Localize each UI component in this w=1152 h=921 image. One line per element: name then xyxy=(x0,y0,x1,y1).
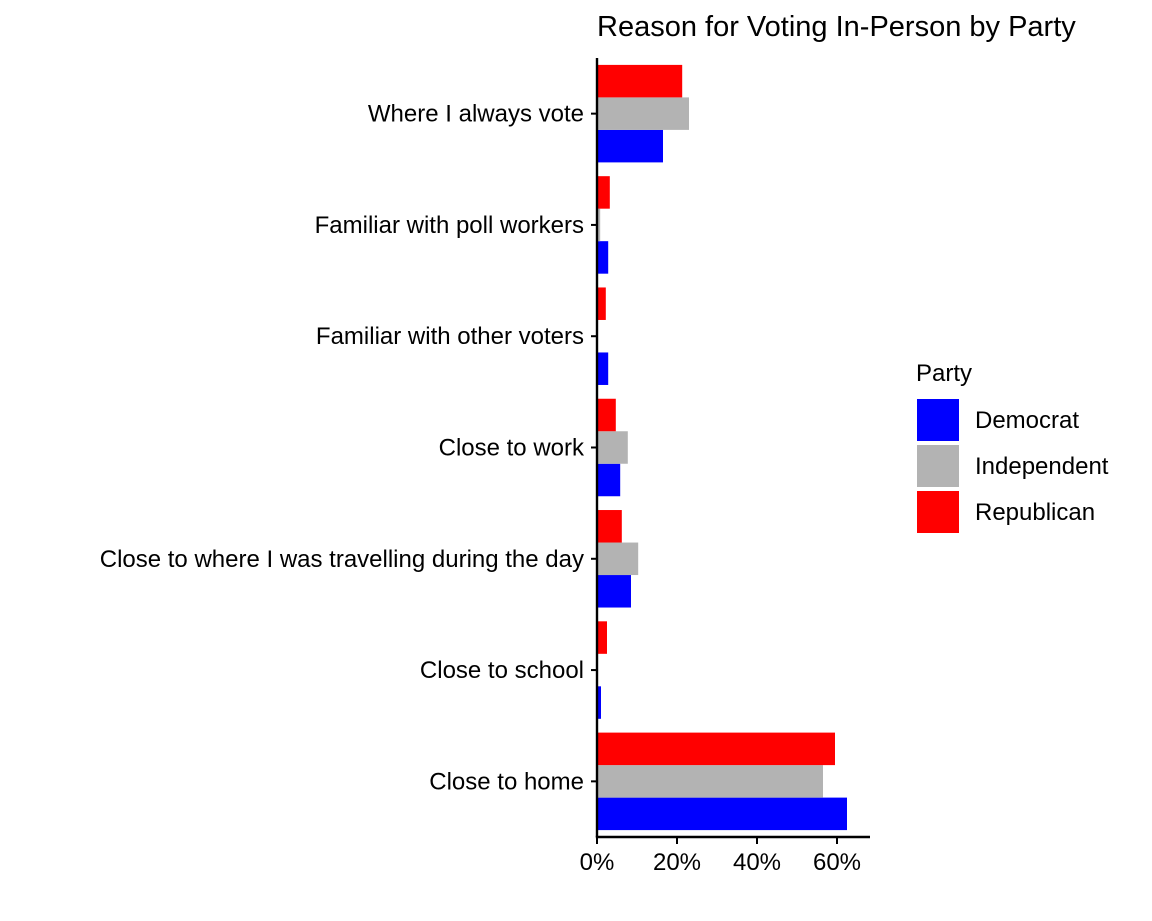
category-label: Where I always vote xyxy=(368,101,584,128)
bar-independent-3 xyxy=(597,431,628,464)
bar-independent-2 xyxy=(597,542,639,576)
bar-democrat-4 xyxy=(597,352,609,385)
bar-republican-5 xyxy=(597,176,610,209)
bar-independent-6 xyxy=(597,97,689,130)
legend: Party Democrat Independent Republican xyxy=(916,360,1109,533)
bar-democrat-1 xyxy=(597,686,601,719)
bar-democrat-5 xyxy=(597,241,609,274)
bar-democrat-3 xyxy=(597,463,621,497)
x-tick-label: 0% xyxy=(580,849,615,876)
bar-republican-6 xyxy=(597,64,683,98)
axes-layer xyxy=(595,58,870,839)
bar-independent-0 xyxy=(597,765,823,798)
x-tick-label: 60% xyxy=(813,849,861,876)
bar-republican-1 xyxy=(597,621,607,654)
legend-label-democrat: Democrat xyxy=(975,407,1079,434)
x-tick-label: 40% xyxy=(733,849,781,876)
legend-swatch-democrat xyxy=(917,399,959,441)
legend-label-independent: Independent xyxy=(975,453,1109,480)
bar-republican-4 xyxy=(597,287,606,320)
legend-title: Party xyxy=(916,360,972,387)
legend-label-republican: Republican xyxy=(975,499,1095,526)
chart-title: Reason for Voting In-Person by Party xyxy=(597,11,1076,43)
category-labels: Close to home Close to school Close to whe… xyxy=(100,101,597,795)
bar-democrat-6 xyxy=(597,129,663,163)
bars-layer xyxy=(597,64,847,831)
legend-swatch-independent xyxy=(917,445,959,487)
category-label: Familiar with poll workers xyxy=(315,212,584,239)
category-label: Familiar with other voters xyxy=(316,323,584,350)
category-label: Close to where I was travelling during t… xyxy=(100,546,584,573)
category-label: Close to school xyxy=(420,657,584,684)
bar-republican-2 xyxy=(597,510,622,543)
bar-independent-5 xyxy=(597,208,601,242)
category-label: Close to work xyxy=(439,435,585,462)
bar-democrat-2 xyxy=(597,575,631,608)
x-tick-labels: 0% 20% 40% 60% xyxy=(580,837,861,876)
bar-republican-3 xyxy=(597,398,616,432)
bar-democrat-0 xyxy=(597,797,847,831)
legend-swatch-republican xyxy=(917,491,959,533)
category-label: Close to home xyxy=(429,768,584,795)
x-tick-label: 20% xyxy=(653,849,701,876)
bar-republican-0 xyxy=(597,732,835,766)
